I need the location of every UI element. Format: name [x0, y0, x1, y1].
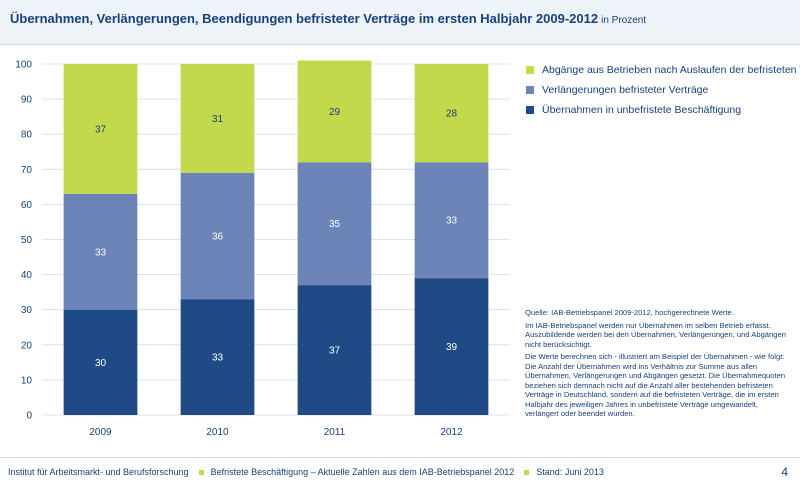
- footer-bullet-icon: [198, 469, 204, 475]
- legend-label: Abgänge aus Betrieben nach Auslaufen der…: [542, 64, 800, 76]
- y-tick-label: 50: [21, 235, 33, 246]
- y-tick-label: 90: [21, 95, 33, 106]
- bar-segment: [297, 162, 372, 286]
- legend-swatch: [526, 66, 534, 74]
- y-tick-label: 30: [21, 305, 33, 316]
- y-tick-label: 0: [26, 411, 32, 422]
- y-tick-label: 100: [15, 60, 32, 71]
- chart-title: Übernahmen, Verlängerungen, Beendigungen…: [10, 11, 646, 26]
- data-label: 33: [212, 353, 224, 364]
- bar-segment: [180, 299, 255, 415]
- note-paragraph-2: Die Werte berechnen sich - illustriert a…: [525, 352, 786, 418]
- y-tick-label: 40: [21, 270, 33, 281]
- data-label: 28: [446, 109, 458, 120]
- data-label: 33: [446, 216, 458, 227]
- data-label: 37: [95, 124, 107, 135]
- legend-item: Verlängerungen befristeter Verträge: [526, 80, 800, 100]
- y-tick-label: 60: [21, 200, 33, 211]
- bar-segment: [297, 285, 372, 415]
- data-label: 31: [212, 114, 224, 125]
- y-tick-label: 80: [21, 130, 33, 141]
- bar-segment: [63, 193, 138, 310]
- data-label: 36: [212, 231, 224, 242]
- footer: Institut für Arbeitsmarkt- und Berufsfor…: [0, 457, 800, 485]
- page-number: 4: [781, 465, 788, 479]
- data-label: 37: [329, 346, 341, 357]
- footer-date: Stand: Juni 2013: [536, 467, 604, 477]
- x-tick-label: 2012: [440, 427, 463, 438]
- notes: Quelle: IAB-Betriebspanel 2009-2012, hoc…: [525, 308, 787, 422]
- data-label: 39: [446, 342, 458, 353]
- data-label: 35: [329, 219, 341, 230]
- bar-segment: [297, 60, 372, 163]
- legend-item: Abgänge aus Betrieben nach Auslaufen der…: [526, 60, 800, 80]
- legend-swatch: [526, 86, 534, 94]
- x-tick-label: 2009: [89, 427, 112, 438]
- chart-unit: in Prozent: [601, 15, 647, 26]
- note-source: Quelle: IAB-Betriebspanel 2009-2012, hoc…: [525, 308, 734, 317]
- footer-publication: Befristete Beschäftigung – Aktuelle Zahl…: [210, 467, 515, 477]
- footer-bullet-icon: [524, 469, 530, 475]
- data-label: 30: [95, 358, 107, 369]
- footer-institute: Institut für Arbeitsmarkt- und Berufsfor…: [8, 467, 189, 477]
- y-tick-label: 10: [21, 375, 33, 386]
- bar-segment: [63, 64, 138, 194]
- data-label: 29: [329, 107, 341, 118]
- note-paragraph-1: Im IAB-Betriebspanel werden nur Übernahm…: [525, 320, 786, 349]
- bar-segment: [414, 278, 489, 415]
- bar-segment: [414, 64, 489, 163]
- bar-segment: [414, 162, 489, 279]
- x-tick-label: 2010: [206, 427, 229, 438]
- chart-title-text: Übernahmen, Verlängerungen, Beendigungen…: [10, 11, 599, 26]
- y-tick-label: 70: [21, 165, 33, 176]
- legend-swatch: [526, 106, 534, 114]
- data-label: 33: [95, 247, 107, 258]
- legend: Abgänge aus Betrieben nach Auslaufen der…: [526, 60, 800, 120]
- stacked-bar-chart: 0 10 20 30 40 50 60 70 80 90 100 30 33 37 2009 33 36 31 20…: [15, 60, 510, 438]
- legend-label: Übernahmen in unbefristete Beschäftigung: [542, 104, 742, 116]
- x-tick-label: 2011: [324, 427, 346, 438]
- legend-label: Verlängerungen befristeter Verträge: [542, 84, 709, 96]
- bar-segment: [63, 309, 138, 415]
- y-tick-label: 20: [21, 340, 33, 351]
- header-bar: Übernahmen, Verlängerungen, Beendigungen…: [0, 0, 800, 45]
- bar-segment: [180, 64, 255, 173]
- legend-item: Übernahmen in unbefristete Beschäftigung: [526, 100, 800, 120]
- bar-segment: [180, 172, 255, 300]
